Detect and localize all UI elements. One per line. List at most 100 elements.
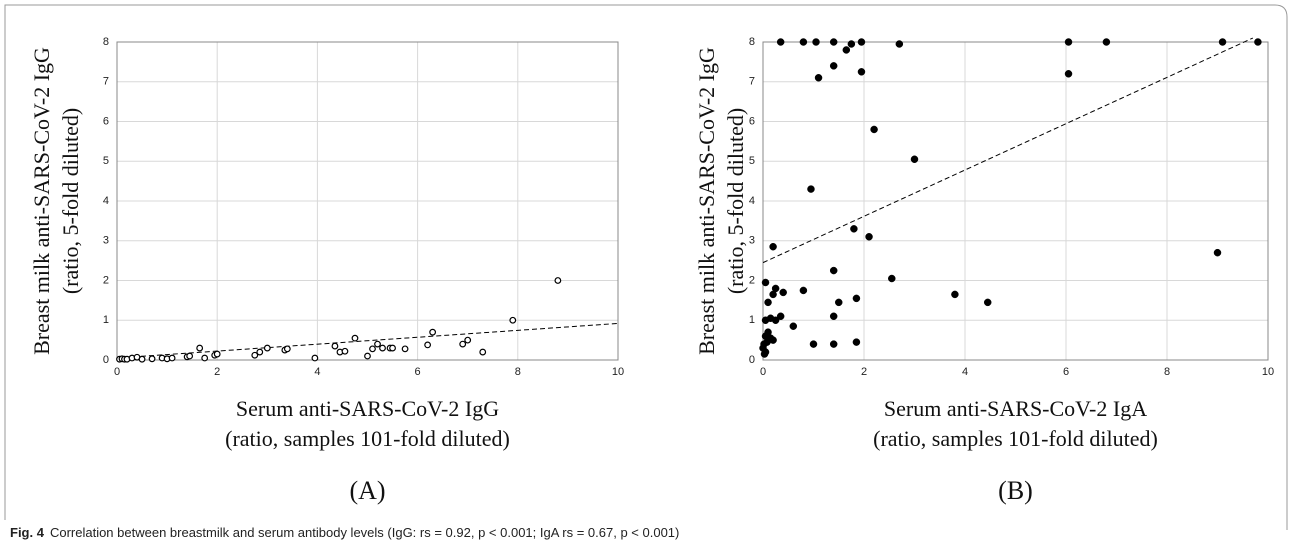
point [351,334,359,342]
y-axis-label: Breast milk anti-SARS-CoV-2 IgG [29,47,54,355]
point [776,312,785,321]
x-axis-label: (ratio, samples 101-fold diluted) [225,426,510,451]
point [835,298,843,307]
caption: Fig. 4 Correlation between breastmilk and… [10,525,679,540]
plot-frame [762,41,1269,361]
point [1254,38,1262,46]
point [379,344,386,352]
point [852,338,861,346]
point [479,348,487,356]
x-tick-label: 0 [114,366,120,378]
point [763,338,771,346]
point [760,350,769,358]
point [424,341,432,349]
x-tick-label: 4 [962,366,968,378]
point [895,40,904,48]
y-tick-label: 6 [103,115,109,127]
x-tick-label: 8 [515,366,521,378]
x-tick-label: 6 [415,366,421,378]
point [847,40,856,48]
fit-line [763,37,1254,264]
point [814,74,823,82]
point [263,344,271,352]
panel-label: (A) [349,476,385,505]
point [829,340,838,348]
y-tick-label: 1 [103,314,109,326]
frame [4,4,1288,530]
point [429,328,437,336]
point [951,290,959,299]
point [910,155,919,164]
x-axis-label: Serum anti-SARS-CoV-2 IgG [236,396,499,421]
y-tick-label: 8 [749,36,755,48]
point [812,38,820,46]
point [138,355,146,363]
point [865,233,873,241]
point [148,355,156,363]
y-tick-label: 5 [749,155,755,167]
y-tick-label: 7 [103,76,109,88]
y-tick-label: 4 [103,195,109,207]
x-axis-label: (ratio, samples 101-fold diluted) [873,426,1158,451]
plot-frame [116,41,619,361]
point [186,352,194,360]
point [807,185,815,193]
x-tick-label: 10 [612,366,624,378]
point [364,352,371,360]
y-tick-label: 8 [103,36,109,48]
point [779,288,787,297]
y-tick-label: 6 [749,115,755,127]
x-tick-label: 6 [1063,366,1069,378]
point [771,316,780,324]
point [341,347,349,355]
x-tick-label: 4 [314,366,320,378]
point [1213,248,1222,257]
point [1064,70,1073,78]
point [789,322,798,330]
point [196,344,204,352]
y-tick-label: 1 [749,314,755,326]
point [554,277,562,284]
point [1218,38,1227,46]
point [389,344,396,352]
point [829,62,838,70]
point [1064,38,1073,46]
x-tick-label: 8 [1164,366,1170,378]
x-tick-label: 2 [861,366,867,378]
point [1102,38,1111,46]
x-tick-label: 0 [760,366,766,378]
y-tick-label: 3 [749,235,755,247]
x-axis-label: Serum anti-SARS-CoV-2 IgA [884,396,1147,421]
point [761,278,770,287]
y-axis-label: Breast milk anti-SARS-CoV-2 IgG [694,47,719,355]
point [213,350,221,358]
y-tick-label: 0 [749,354,755,366]
point [829,312,838,321]
point [201,354,209,362]
point [331,342,339,350]
point [311,354,319,362]
y-tick-label: 0 [103,354,109,366]
fit-line [117,322,619,359]
point [852,294,861,303]
point [251,351,259,359]
caption-text: Correlation between breastmilk and serum… [50,525,679,540]
x-tick-label: 10 [1262,366,1274,378]
x-tick-label: 2 [214,366,220,378]
point [842,46,851,54]
point [983,298,992,307]
y-tick-label: 3 [103,235,109,247]
y-tick-label: 5 [103,155,109,167]
point [168,354,176,362]
y-tick-label: 4 [749,195,755,207]
y-tick-label: 2 [103,274,109,286]
point [256,348,264,356]
point [799,38,808,46]
point [369,345,376,353]
point [857,68,866,76]
point [374,340,381,348]
point [799,286,808,295]
y-tick-label: 2 [749,274,755,286]
point [769,242,777,251]
